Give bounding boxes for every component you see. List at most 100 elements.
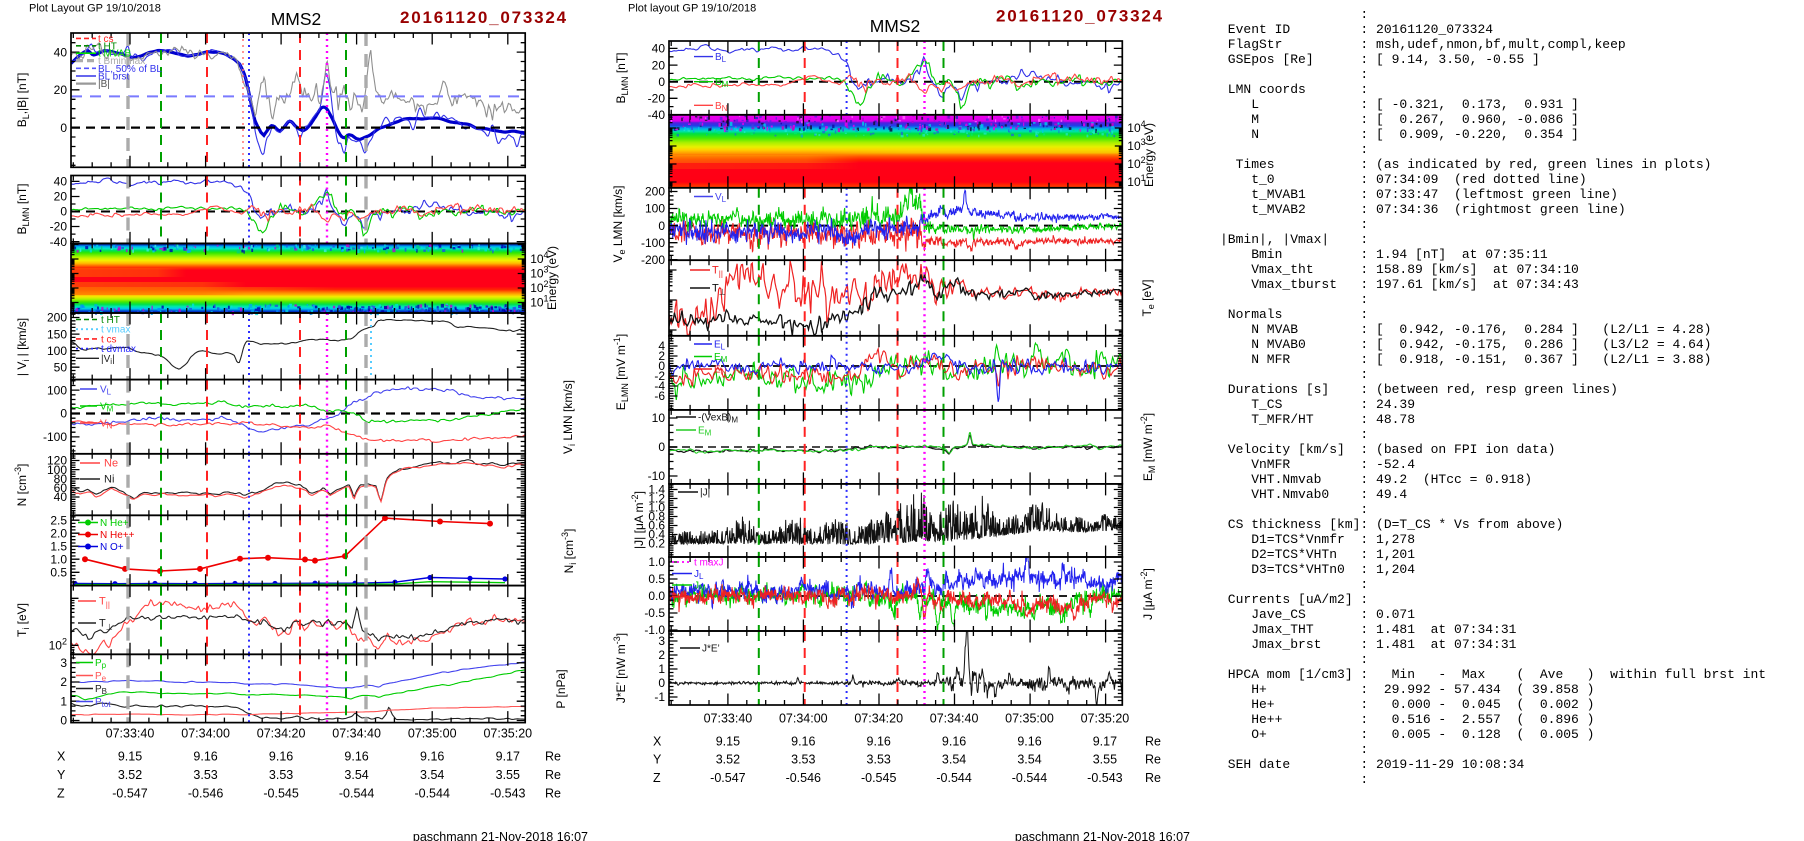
svg-text:paschmann 21-Nov-2018 16:07: paschmann 21-Nov-2018 16:07	[413, 830, 588, 841]
svg-text:-0.544: -0.544	[414, 787, 449, 801]
svg-text:-100: -100	[43, 430, 67, 444]
svg-text:BLMN​ [nT]: BLMN​ [nT]	[15, 183, 31, 234]
svg-text:07:34:00: 07:34:00	[779, 712, 828, 726]
svg-text:Z: Z	[57, 787, 65, 801]
svg-text:-40: -40	[648, 108, 666, 122]
svg-text:Ti​ [eV]: Ti​ [eV]	[15, 603, 31, 637]
svg-text:0.2: 0.2	[648, 537, 665, 551]
svg-text:Ve​ LMN [km/s]: Ve​ LMN [km/s]	[611, 185, 627, 262]
svg-text:J*E’ [nW m-3​]: J*E’ [nW m-3​]	[612, 633, 628, 703]
svg-text:9.16: 9.16	[867, 735, 891, 749]
svg-text:0.0: 0.0	[648, 589, 665, 603]
svg-text:9.15: 9.15	[716, 735, 740, 749]
svg-text:T||​: T||​	[99, 596, 110, 610]
svg-text:50: 50	[54, 360, 68, 374]
svg-text:2.5: 2.5	[50, 513, 67, 527]
svg-text:N [cm-3​]: N [cm-3​]	[13, 464, 29, 507]
svg-text:60: 60	[54, 481, 68, 495]
svg-text:3.53: 3.53	[193, 768, 217, 782]
svg-text:-6: -6	[654, 389, 665, 403]
svg-text:3.53: 3.53	[867, 753, 891, 767]
svg-text:20: 20	[54, 190, 68, 204]
svg-text:9.16: 9.16	[193, 750, 217, 764]
svg-text:1.2: 1.2	[648, 492, 665, 506]
svg-text:N O+: N O+	[100, 542, 124, 553]
svg-text:3.53: 3.53	[791, 753, 815, 767]
svg-text:3.54: 3.54	[420, 768, 444, 782]
svg-text:3.52: 3.52	[716, 753, 740, 767]
svg-text:2: 2	[658, 648, 665, 662]
svg-text:t cs: t cs	[98, 34, 114, 45]
svg-text:Ptot​: Ptot​	[95, 697, 111, 709]
svg-text:9.17: 9.17	[496, 750, 520, 764]
svg-text:-0.547: -0.547	[112, 787, 147, 801]
svg-text:07:34:40: 07:34:40	[332, 727, 381, 741]
svg-text:3.53: 3.53	[269, 768, 293, 782]
svg-text:t HT: t HT	[101, 315, 120, 326]
svg-text:40: 40	[54, 175, 68, 189]
svg-text:BN​: BN​	[715, 101, 728, 113]
svg-text:3: 3	[60, 656, 67, 670]
svg-text:Energy (eV): Energy (eV)	[545, 246, 559, 310]
svg-text:0: 0	[60, 407, 67, 421]
svg-text:07:34:40: 07:34:40	[930, 712, 979, 726]
svg-text:N He+: N He+	[100, 518, 129, 529]
svg-text:T||​: T||​	[712, 265, 723, 279]
svg-text:t vmax: t vmax	[101, 325, 130, 336]
svg-text:JM​: JM​	[694, 581, 706, 593]
svg-text:ELMN​ [mV m-1​]: ELMN​ [mV m-1​]	[612, 334, 630, 410]
svg-text:Re: Re	[545, 750, 561, 764]
svg-text:0: 0	[658, 676, 665, 690]
svg-text:-0.547: -0.547	[710, 771, 745, 785]
svg-text:BLMN​ [nT]: BLMN​ [nT]	[614, 52, 630, 103]
svg-text:0: 0	[658, 75, 665, 89]
svg-text:3.54: 3.54	[942, 753, 966, 767]
svg-text:BL, 50% of BL: BL, 50% of BL	[98, 64, 162, 75]
svg-text:t dvmax: t dvmax	[101, 344, 136, 355]
svg-text:3.54: 3.54	[344, 768, 368, 782]
svg-text:20: 20	[652, 58, 666, 72]
svg-text:9.16: 9.16	[791, 735, 815, 749]
svg-text:-200: -200	[641, 253, 665, 267]
svg-text:4: 4	[658, 339, 665, 353]
svg-text:9.16: 9.16	[1017, 735, 1041, 749]
svg-text:| Vi​ | [km/s]: | Vi​ | [km/s]	[15, 318, 31, 376]
svg-text:-0.543: -0.543	[490, 787, 525, 801]
svg-text:X: X	[653, 735, 662, 749]
svg-text:VL​: VL​	[715, 192, 727, 204]
svg-text:3.55: 3.55	[496, 768, 520, 782]
svg-text:100: 100	[645, 202, 665, 216]
svg-text:3: 3	[658, 634, 665, 648]
svg-text:200: 200	[47, 311, 67, 325]
svg-text:VN​: VN​	[100, 419, 113, 431]
svg-text:07:33:40: 07:33:40	[106, 727, 155, 741]
svg-text:t HT: t HT	[98, 41, 117, 52]
svg-text:|J|: |J|	[700, 488, 710, 499]
svg-text:-0.545: -0.545	[263, 787, 298, 801]
svg-text:Plot layout GP 19/10/2018: Plot layout GP 19/10/2018	[628, 3, 756, 15]
svg-text:t Bminmax: t Bminmax	[98, 56, 145, 67]
svg-text:0.8: 0.8	[648, 510, 665, 524]
svg-text:-20: -20	[50, 220, 68, 234]
svg-text:J*E’: J*E’	[702, 644, 720, 655]
svg-text:P [nPa]: P [nPa]	[554, 669, 568, 708]
svg-text:1.0: 1.0	[50, 553, 67, 567]
svg-text:-10: -10	[648, 469, 666, 483]
svg-text:X: X	[57, 750, 66, 764]
svg-text:Re: Re	[545, 768, 561, 782]
svg-text:9.16: 9.16	[420, 750, 444, 764]
svg-text:EM​: EM​	[714, 352, 728, 364]
svg-text:EL​: EL​	[714, 340, 726, 352]
svg-text:0.5: 0.5	[50, 566, 67, 580]
svg-text:40: 40	[54, 45, 68, 59]
svg-text:07:35:20: 07:35:20	[1081, 712, 1130, 726]
svg-text:|J| [μA m-2​]: |J| [μA m-2​]	[630, 491, 646, 549]
svg-text:0: 0	[60, 205, 67, 219]
svg-text:120: 120	[47, 454, 67, 468]
svg-text:Ne: Ne	[104, 458, 118, 470]
svg-text:07:35:00: 07:35:00	[1005, 712, 1054, 726]
svg-text:Re: Re	[1145, 771, 1161, 785]
svg-text:Energy (eV): Energy (eV)	[1142, 123, 1156, 187]
svg-text:100: 100	[47, 463, 67, 477]
svg-text:T⊥​: T⊥​	[712, 283, 726, 297]
